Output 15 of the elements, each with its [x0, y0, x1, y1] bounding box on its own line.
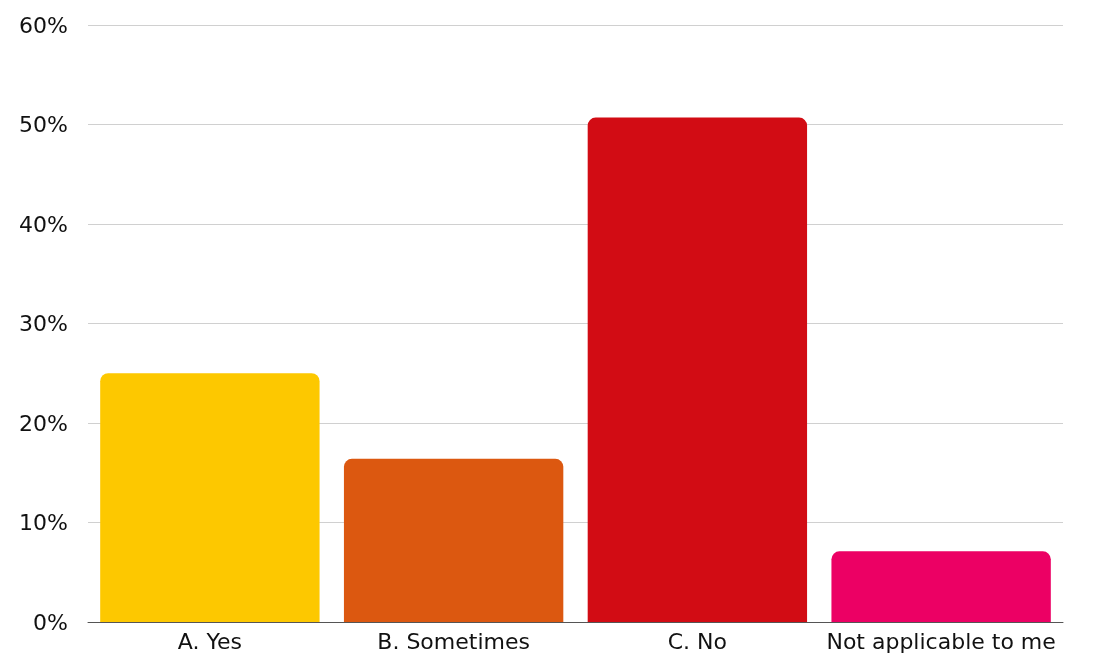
y-tick-label: 50%: [19, 112, 68, 137]
bar: [343, 458, 564, 622]
x-tick-label: A. Yes: [177, 628, 242, 654]
x-tick-label: B. Sometimes: [377, 628, 530, 654]
y-tick-label: 0%: [33, 609, 68, 635]
x-tick-label: Not applicable to me: [826, 628, 1056, 654]
bar: [100, 373, 320, 622]
x-tick-label: C. No: [667, 628, 728, 654]
y-tick-label: 30%: [19, 311, 68, 336]
bar: [831, 551, 1051, 622]
y-tick-label: 40%: [19, 211, 68, 237]
y-tick-label: 10%: [19, 510, 68, 535]
y-tick-label: 20%: [19, 410, 68, 436]
y-tick-label: 60%: [19, 12, 68, 38]
bar: [587, 117, 808, 622]
